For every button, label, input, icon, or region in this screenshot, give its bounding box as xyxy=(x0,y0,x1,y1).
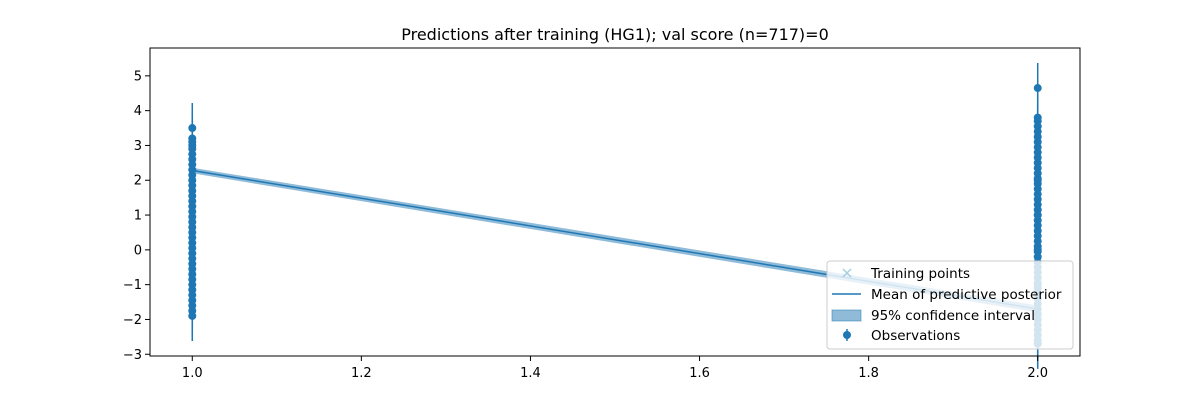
x-tick-label: 1.4 xyxy=(520,366,541,381)
observation-point xyxy=(1033,245,1042,254)
observation-point xyxy=(1033,176,1042,185)
observation-point xyxy=(188,311,197,320)
y-tick-label: −1 xyxy=(123,278,142,293)
y-tick-label: 5 xyxy=(134,69,142,84)
x-tick-label: 1.0 xyxy=(182,366,203,381)
legend-marker-band xyxy=(831,309,862,322)
plot-frame xyxy=(149,47,1081,357)
axis-ticks: 1.0 1.2 1.4 1.6 1.8 2.0 −3 −2 −1 0 1 2 3 4 5 xyxy=(123,69,1048,381)
legend-label: Mean of predictive posterior xyxy=(871,287,1062,303)
legend-box xyxy=(826,260,1074,350)
y-tick-label: 2 xyxy=(134,174,142,189)
observation-point xyxy=(1033,211,1042,220)
y-tick-label: −3 xyxy=(123,348,142,363)
chart-title: Predictions after training (HG1); val sc… xyxy=(401,25,829,44)
legend: Training points Mean of predictive poster… xyxy=(826,260,1074,350)
y-tick-label: 4 xyxy=(134,104,142,119)
plot-area xyxy=(188,62,1042,369)
y-tick-label: 1 xyxy=(134,209,142,224)
legend-marker-observation xyxy=(843,331,851,339)
observation-point xyxy=(1033,84,1042,93)
legend-label: 95% confidence interval xyxy=(871,308,1035,324)
legend-label: Training points xyxy=(870,266,970,282)
legend-marker-training xyxy=(842,268,852,278)
x-tick-label: 2.0 xyxy=(1027,366,1048,381)
x-tick-label: 1.8 xyxy=(858,366,879,381)
x-tick-label: 1.2 xyxy=(351,366,372,381)
y-tick-label: −2 xyxy=(123,313,142,328)
legend-label: Observations xyxy=(871,328,960,344)
y-tick-label: 3 xyxy=(134,139,142,154)
x-tick-label: 1.6 xyxy=(689,366,710,381)
y-tick-label: 0 xyxy=(134,243,142,258)
